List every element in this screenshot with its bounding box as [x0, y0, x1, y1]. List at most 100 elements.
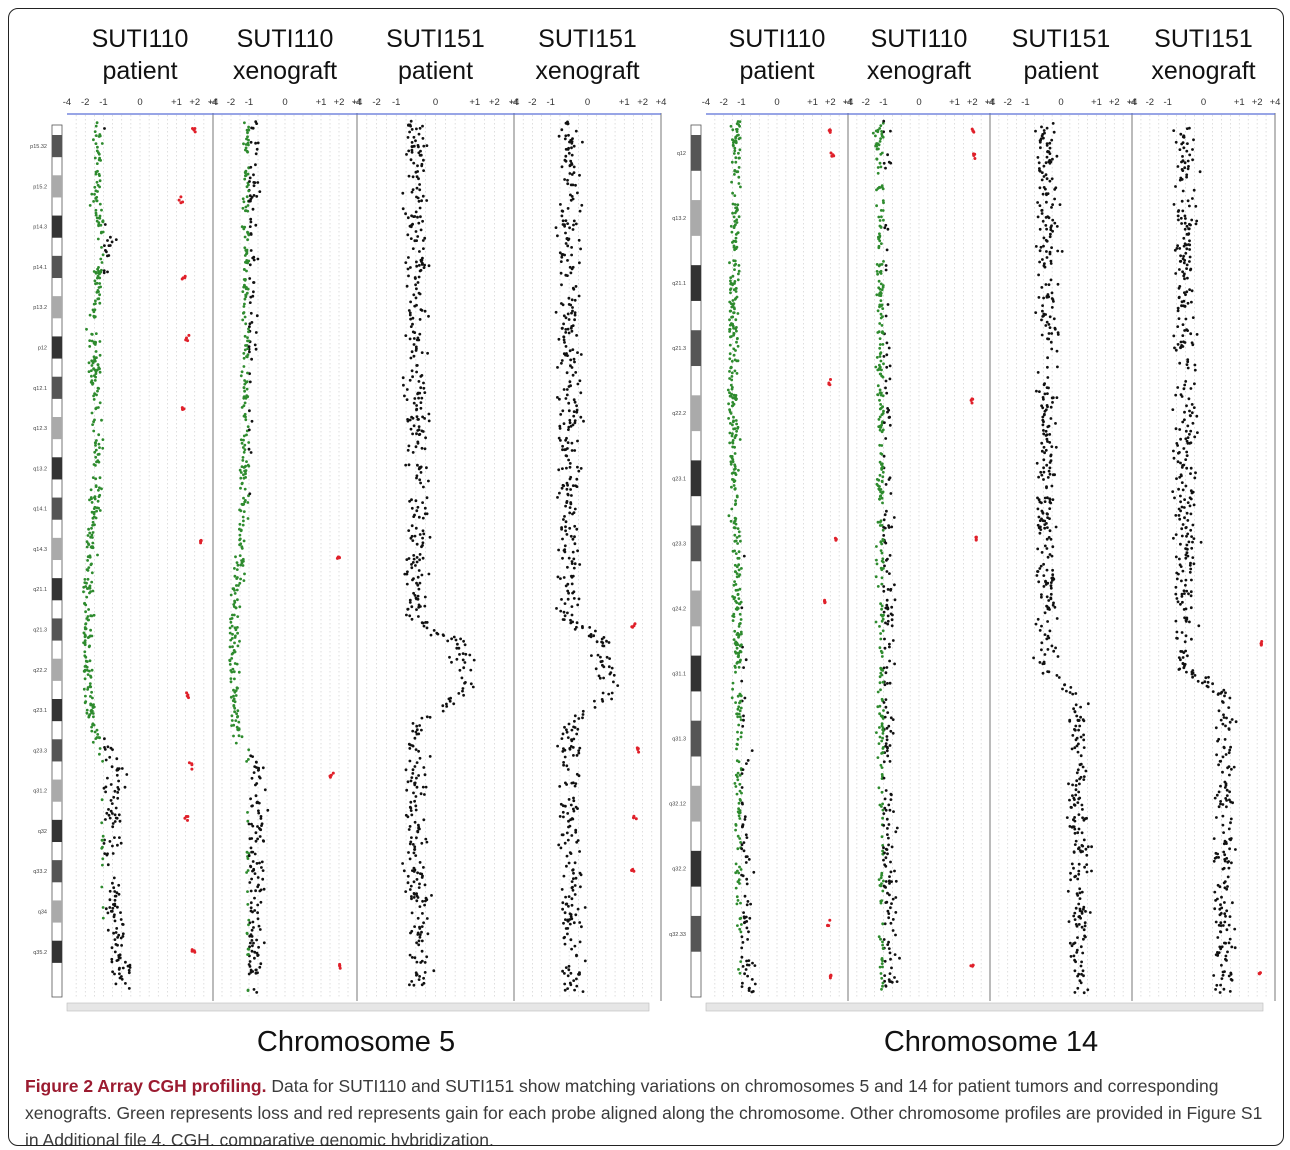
probe-point	[243, 302, 246, 306]
probe-point	[266, 808, 270, 812]
probe-point	[745, 855, 749, 858]
probe-point	[881, 307, 885, 310]
probe-point	[1045, 437, 1049, 441]
probe-point	[1075, 714, 1079, 718]
probe-point	[876, 187, 880, 190]
probe-point	[1051, 396, 1055, 400]
probe-point	[730, 507, 734, 511]
probe-point	[1221, 700, 1224, 703]
probe-point	[879, 152, 883, 156]
probe-point	[732, 139, 735, 142]
probe-point	[733, 220, 737, 223]
probe-point	[117, 813, 121, 817]
probe-point	[1040, 208, 1044, 212]
probe-point	[441, 704, 445, 708]
probe-point	[233, 567, 236, 570]
probe-point	[554, 226, 558, 230]
probe-point	[1181, 155, 1184, 158]
probe-point	[880, 619, 884, 623]
probe-point	[1082, 937, 1085, 941]
probe-point	[84, 634, 87, 638]
probe-point	[1041, 415, 1045, 419]
probe-point	[97, 442, 101, 446]
probe-point	[99, 257, 103, 261]
probe-point	[1174, 585, 1178, 589]
probe-point	[877, 878, 881, 881]
probe-point	[243, 379, 247, 382]
probe-point	[90, 580, 94, 584]
probe-point	[421, 544, 424, 547]
probe-point	[417, 264, 421, 267]
probe-point	[426, 351, 429, 355]
probe-point	[410, 836, 413, 839]
probe-point	[887, 160, 891, 164]
probe-point	[1173, 496, 1176, 500]
probe-point	[878, 343, 882, 346]
probe-point	[1221, 924, 1225, 927]
probe-point	[88, 531, 92, 535]
probe-point	[890, 525, 894, 529]
probe-point	[571, 228, 575, 231]
probe-point	[416, 916, 420, 920]
probe-point	[1184, 437, 1188, 441]
probe-point	[405, 572, 409, 576]
probe-point	[1048, 179, 1052, 183]
probe-point	[740, 873, 743, 877]
probe-point	[101, 834, 105, 838]
probe-point	[563, 972, 566, 975]
probe-point	[730, 359, 734, 363]
probe-point	[731, 441, 734, 444]
probe-point	[103, 852, 107, 855]
probe-point	[878, 337, 882, 340]
probe-point	[742, 714, 745, 718]
probe-point	[89, 380, 93, 384]
probe-point	[1185, 543, 1189, 547]
probe-point	[570, 153, 574, 157]
probe-point	[740, 801, 744, 805]
probe-point	[739, 841, 742, 844]
probe-point	[1180, 395, 1184, 398]
probe-point	[574, 371, 578, 374]
probe-point	[880, 184, 884, 188]
probe-point	[415, 608, 418, 611]
probe-point	[423, 309, 427, 313]
probe-point	[407, 828, 411, 831]
axis-tick-label: -1	[99, 97, 107, 108]
probe-point	[1045, 256, 1049, 259]
probe-point	[418, 905, 422, 908]
probe-point	[589, 635, 593, 639]
probe-point	[238, 554, 242, 557]
probe-point	[732, 331, 736, 335]
probe-point	[114, 238, 118, 242]
probe-point	[561, 448, 564, 452]
probe-point	[734, 588, 738, 592]
probe-point	[423, 506, 427, 510]
probe-point	[1073, 843, 1077, 846]
probe-point	[753, 964, 757, 967]
probe-point	[735, 641, 739, 645]
probe-point	[595, 640, 599, 644]
probe-point	[240, 735, 244, 739]
probe-point	[98, 340, 102, 343]
probe-point	[119, 918, 123, 921]
probe-point	[885, 735, 889, 738]
probe-point	[571, 286, 575, 290]
probe-point	[247, 166, 251, 170]
probe-point	[1051, 218, 1055, 222]
probe-point	[242, 311, 245, 315]
probe-point	[562, 874, 566, 878]
probe-point	[90, 510, 94, 514]
probe-point	[416, 933, 420, 936]
probe-point	[417, 978, 421, 981]
probe-point	[740, 606, 744, 610]
probe-point	[408, 888, 412, 891]
probe-point	[570, 253, 573, 257]
probe-point	[87, 361, 91, 365]
axis-tick-label: -1	[737, 97, 745, 108]
probe-point	[420, 925, 424, 928]
idiogram-band	[52, 336, 62, 359]
probe-point	[880, 962, 884, 965]
probe-point	[91, 706, 95, 709]
probe-point	[245, 137, 248, 141]
probe-point	[734, 262, 737, 266]
